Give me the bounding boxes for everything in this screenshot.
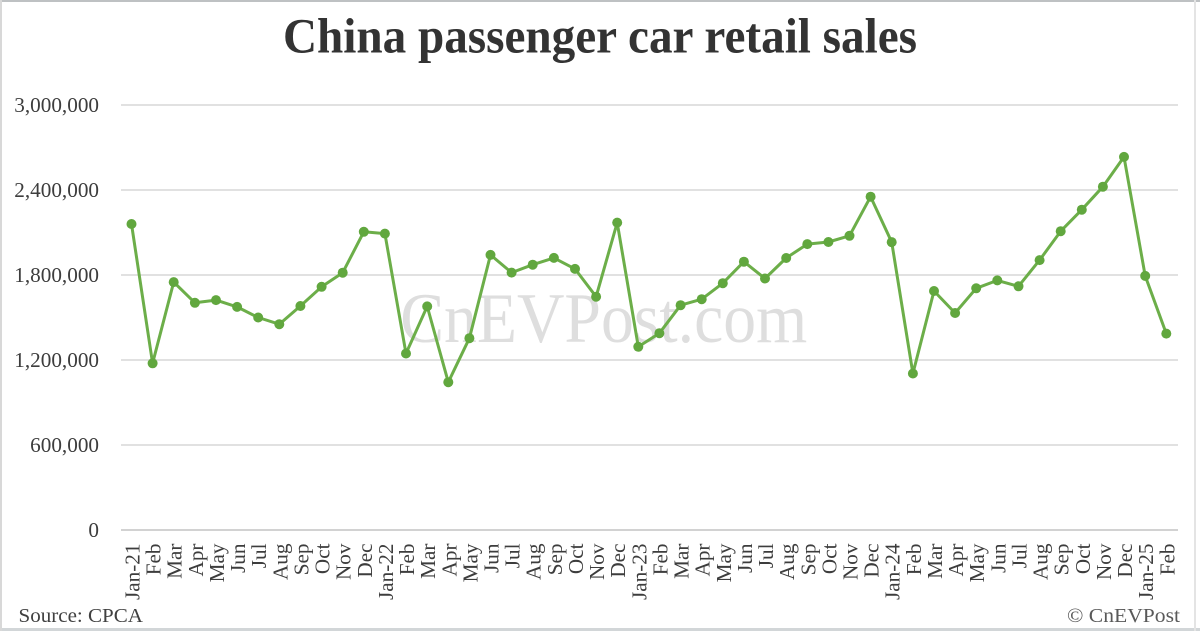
svg-text:China passenger car retail sal: China passenger car retail sales bbox=[283, 7, 917, 63]
svg-text:Oct: Oct bbox=[1071, 543, 1095, 574]
svg-text:3,000,000: 3,000,000 bbox=[14, 93, 99, 117]
svg-text:Jun: Jun bbox=[226, 543, 250, 573]
svg-text:Aug: Aug bbox=[1029, 543, 1053, 580]
svg-text:Dec: Dec bbox=[353, 544, 377, 578]
svg-text:Oct: Oct bbox=[311, 543, 335, 574]
svg-text:Nov: Nov bbox=[332, 543, 356, 580]
svg-text:May: May bbox=[205, 543, 229, 582]
svg-text:Jun: Jun bbox=[986, 543, 1010, 573]
svg-text:Aug: Aug bbox=[522, 543, 546, 580]
svg-text:May: May bbox=[712, 543, 736, 582]
svg-text:Mar: Mar bbox=[163, 544, 187, 579]
svg-text:Jan-21: Jan-21 bbox=[121, 544, 145, 601]
svg-text:Jun: Jun bbox=[733, 543, 757, 573]
svg-text:Sep: Sep bbox=[289, 544, 313, 576]
svg-text:Jan-22: Jan-22 bbox=[374, 544, 398, 601]
svg-text:Mar: Mar bbox=[923, 544, 947, 579]
svg-text:0: 0 bbox=[88, 518, 99, 542]
svg-text:Sep: Sep bbox=[1050, 544, 1074, 576]
svg-text:1,800,000: 1,800,000 bbox=[14, 263, 99, 287]
svg-text:Mar: Mar bbox=[416, 544, 440, 579]
svg-text:Jul: Jul bbox=[754, 543, 778, 568]
svg-text:Jun: Jun bbox=[480, 543, 504, 573]
svg-text:Dec: Dec bbox=[860, 544, 884, 578]
svg-text:May: May bbox=[458, 543, 482, 582]
svg-text:Nov: Nov bbox=[1092, 543, 1116, 580]
svg-text:Jul: Jul bbox=[1008, 543, 1032, 568]
svg-text:Feb: Feb bbox=[142, 544, 166, 576]
svg-text:Feb: Feb bbox=[395, 544, 419, 576]
svg-text:Apr: Apr bbox=[437, 544, 461, 577]
svg-text:Aug: Aug bbox=[775, 543, 799, 580]
svg-text:CnEVPost.com: CnEVPost.com bbox=[400, 280, 807, 358]
svg-text:Jan-24: Jan-24 bbox=[881, 543, 905, 600]
svg-text:© CnEVPost: © CnEVPost bbox=[1067, 605, 1180, 627]
svg-text:May: May bbox=[965, 543, 989, 582]
svg-text:Feb: Feb bbox=[1155, 544, 1179, 576]
svg-text:Source: CPCA: Source: CPCA bbox=[19, 605, 144, 627]
svg-text:Apr: Apr bbox=[944, 544, 968, 577]
svg-text:Apr: Apr bbox=[184, 544, 208, 577]
svg-text:Feb: Feb bbox=[902, 544, 926, 576]
svg-text:Jul: Jul bbox=[501, 543, 525, 568]
svg-text:Nov: Nov bbox=[585, 543, 609, 580]
svg-text:Jan-25: Jan-25 bbox=[1134, 544, 1158, 601]
svg-text:Jul: Jul bbox=[247, 543, 271, 568]
svg-text:600,000: 600,000 bbox=[30, 433, 99, 457]
svg-text:1,200,000: 1,200,000 bbox=[14, 348, 99, 372]
svg-text:2,400,000: 2,400,000 bbox=[14, 178, 99, 202]
svg-text:Nov: Nov bbox=[839, 543, 863, 580]
svg-text:Dec: Dec bbox=[1113, 544, 1137, 578]
svg-text:Sep: Sep bbox=[796, 544, 820, 576]
svg-text:Oct: Oct bbox=[564, 543, 588, 574]
svg-text:Mar: Mar bbox=[670, 544, 694, 579]
svg-text:Jan-23: Jan-23 bbox=[627, 544, 651, 601]
svg-text:Dec: Dec bbox=[606, 544, 630, 578]
svg-text:Apr: Apr bbox=[691, 544, 715, 577]
svg-text:Aug: Aug bbox=[268, 543, 292, 580]
svg-text:Feb: Feb bbox=[648, 544, 672, 576]
svg-text:Sep: Sep bbox=[543, 544, 567, 576]
svg-text:Oct: Oct bbox=[817, 543, 841, 574]
